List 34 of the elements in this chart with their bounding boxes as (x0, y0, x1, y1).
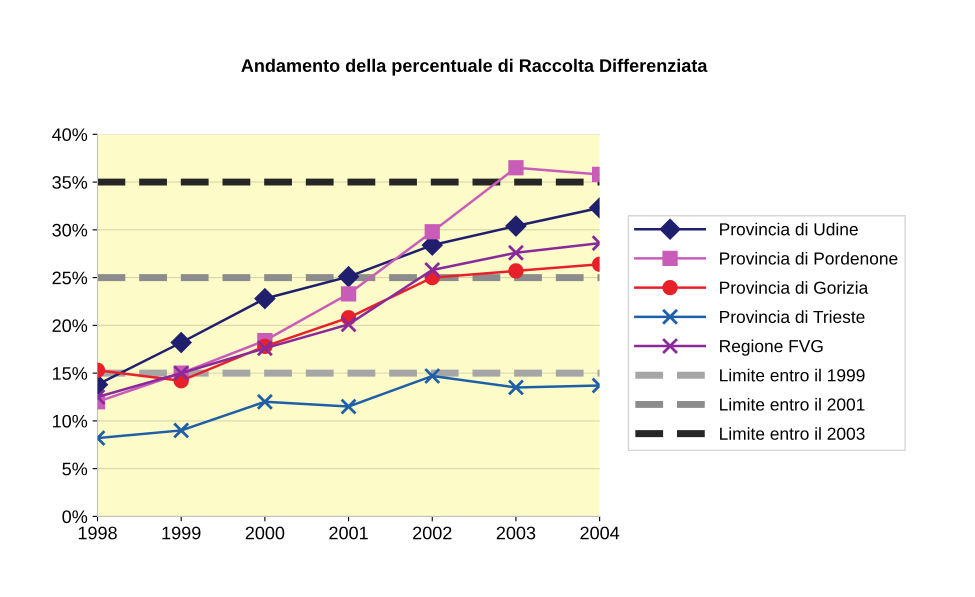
point (340, 286, 356, 302)
x-tick-label: 2003 (496, 526, 536, 540)
x-tick-label: 1999 (162, 526, 200, 540)
point (338, 266, 360, 288)
x-tick-label: 2004 (580, 526, 620, 540)
point (340, 398, 357, 415)
y-tick-label: 30% (52, 224, 88, 237)
point (424, 368, 441, 384)
y-tick-label: 10% (53, 414, 88, 428)
legend-label: Provincia di Udine (720, 222, 858, 236)
point (424, 262, 441, 278)
x-tick-label: 2002 (413, 526, 452, 540)
point (254, 288, 276, 310)
legend-label: Limite entro il 1999 (720, 368, 865, 382)
y-tick-label: 40% (52, 128, 88, 142)
point (424, 224, 440, 240)
y-tick-label: 15% (53, 367, 88, 380)
legend-label: Provincia di Pordenone (720, 252, 898, 265)
point (256, 393, 274, 410)
legend-label: Provincia di Gorizia (720, 281, 868, 294)
y-tick-label: 25% (52, 272, 88, 284)
chart-title: Andamento della percentuale di Raccolta Differenziata (241, 58, 708, 76)
y-tick-label: 20% (52, 319, 88, 332)
legend-label: Regione FVG (720, 340, 823, 356)
point (340, 316, 357, 333)
x-tick-label: 2001 (329, 526, 368, 540)
x-tick-label: 2000 (246, 526, 284, 540)
y-tick-label: 0% (62, 510, 88, 524)
legend-label: Provincia di Trieste (720, 310, 865, 324)
y-tick-label: 5% (62, 462, 88, 476)
legend-label: Limite entro il 2001 (720, 398, 865, 411)
y-tick-label: 35% (52, 176, 88, 189)
x-tick-label: 1998 (78, 526, 117, 540)
legend-label: Limite entro il 2003 (720, 427, 865, 440)
